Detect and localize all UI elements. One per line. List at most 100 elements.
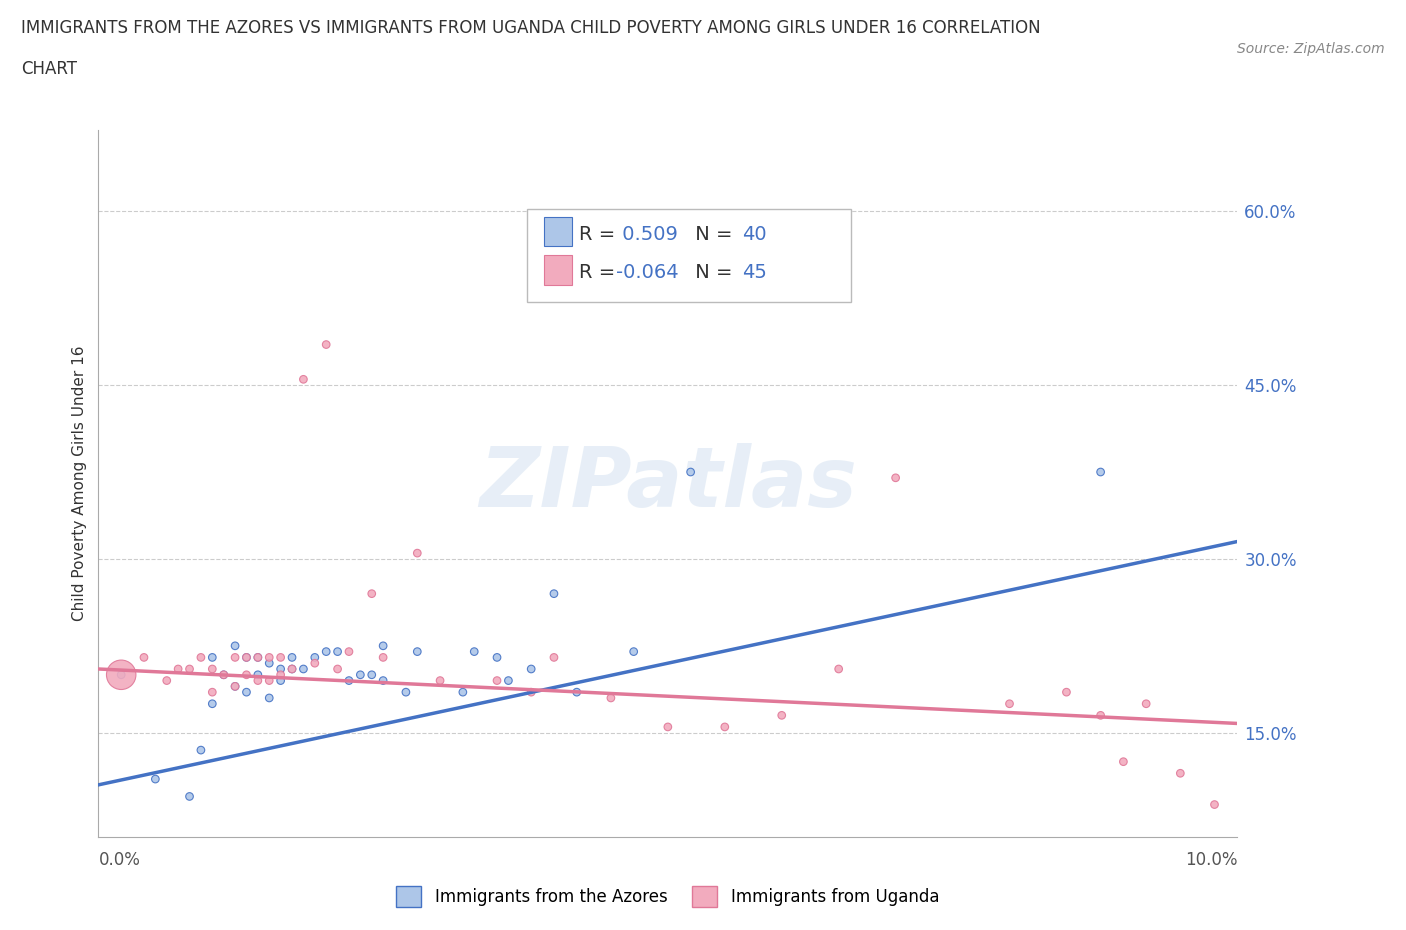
Point	[224, 650, 246, 665]
Point	[281, 650, 304, 665]
Point	[337, 673, 360, 688]
Text: N =: N =	[689, 263, 738, 282]
Point	[373, 673, 395, 688]
Point	[337, 644, 360, 659]
Point	[406, 546, 429, 561]
Point	[201, 650, 224, 665]
Point	[235, 684, 257, 699]
Point	[395, 684, 418, 699]
Point	[1056, 684, 1078, 699]
Text: Source: ZipAtlas.com: Source: ZipAtlas.com	[1237, 42, 1385, 56]
Point	[315, 644, 337, 659]
Point	[770, 708, 793, 723]
Point	[429, 673, 451, 688]
Point	[270, 673, 292, 688]
Point	[190, 650, 212, 665]
Point	[292, 372, 315, 387]
Point	[110, 668, 132, 683]
Point	[212, 668, 235, 683]
Point	[167, 661, 190, 676]
Text: 0.509: 0.509	[616, 225, 678, 244]
Point	[714, 720, 737, 735]
Point	[1204, 797, 1226, 812]
Point	[179, 789, 201, 804]
Point	[304, 656, 326, 671]
Point	[486, 673, 509, 688]
Point	[246, 650, 269, 665]
Point	[1090, 465, 1112, 480]
Point	[212, 668, 235, 683]
Text: CHART: CHART	[21, 60, 77, 78]
Point	[235, 650, 257, 665]
Point	[520, 684, 543, 699]
Point	[565, 684, 588, 699]
Point	[179, 661, 201, 676]
Point	[543, 650, 565, 665]
Text: ZIPatlas: ZIPatlas	[479, 443, 856, 525]
Point	[657, 720, 679, 735]
Point	[360, 668, 382, 683]
Point	[998, 697, 1021, 711]
Point	[679, 465, 702, 480]
Text: 40: 40	[742, 225, 768, 244]
Point	[1090, 708, 1112, 723]
Text: R =: R =	[579, 225, 621, 244]
Point	[315, 337, 337, 352]
Point	[373, 638, 395, 653]
Point	[224, 638, 246, 653]
Point	[486, 650, 509, 665]
Point	[326, 644, 349, 659]
Point	[246, 673, 269, 688]
Point	[246, 650, 269, 665]
Point	[1170, 765, 1192, 780]
Point	[451, 684, 474, 699]
Point	[201, 684, 224, 699]
Point	[201, 661, 224, 676]
Point	[235, 668, 257, 683]
Point	[156, 673, 179, 688]
Point	[326, 661, 349, 676]
Point	[259, 656, 281, 671]
Point	[360, 586, 382, 601]
Point	[259, 673, 281, 688]
Point	[281, 661, 304, 676]
Text: R =: R =	[579, 263, 621, 282]
Point	[224, 679, 246, 694]
Point	[349, 668, 371, 683]
Point	[1112, 754, 1135, 769]
Text: IMMIGRANTS FROM THE AZORES VS IMMIGRANTS FROM UGANDA CHILD POVERTY AMONG GIRLS U: IMMIGRANTS FROM THE AZORES VS IMMIGRANTS…	[21, 19, 1040, 36]
Point	[270, 668, 292, 683]
Point	[246, 668, 269, 683]
Point	[145, 772, 167, 787]
Point	[543, 586, 565, 601]
Point	[600, 690, 623, 705]
Point	[270, 661, 292, 676]
Text: 45: 45	[742, 263, 768, 282]
Point	[235, 650, 257, 665]
Point	[463, 644, 485, 659]
Point	[110, 668, 132, 683]
Point	[281, 661, 304, 676]
Point	[190, 743, 212, 758]
Point	[884, 471, 907, 485]
Point	[292, 661, 315, 676]
Point	[270, 650, 292, 665]
Point	[259, 650, 281, 665]
Point	[828, 661, 851, 676]
Point	[373, 650, 395, 665]
Point	[259, 690, 281, 705]
Point	[623, 644, 645, 659]
Point	[201, 697, 224, 711]
Legend: Immigrants from the Azores, Immigrants from Uganda: Immigrants from the Azores, Immigrants f…	[389, 880, 946, 913]
Point	[498, 673, 520, 688]
Text: -0.064: -0.064	[616, 263, 679, 282]
Point	[132, 650, 155, 665]
Point	[304, 650, 326, 665]
Point	[520, 661, 543, 676]
Y-axis label: Child Poverty Among Girls Under 16: Child Poverty Among Girls Under 16	[72, 346, 87, 621]
Text: 0.0%: 0.0%	[98, 851, 141, 869]
Point	[224, 679, 246, 694]
Text: 10.0%: 10.0%	[1185, 851, 1237, 869]
Text: N =: N =	[689, 225, 738, 244]
Point	[406, 644, 429, 659]
